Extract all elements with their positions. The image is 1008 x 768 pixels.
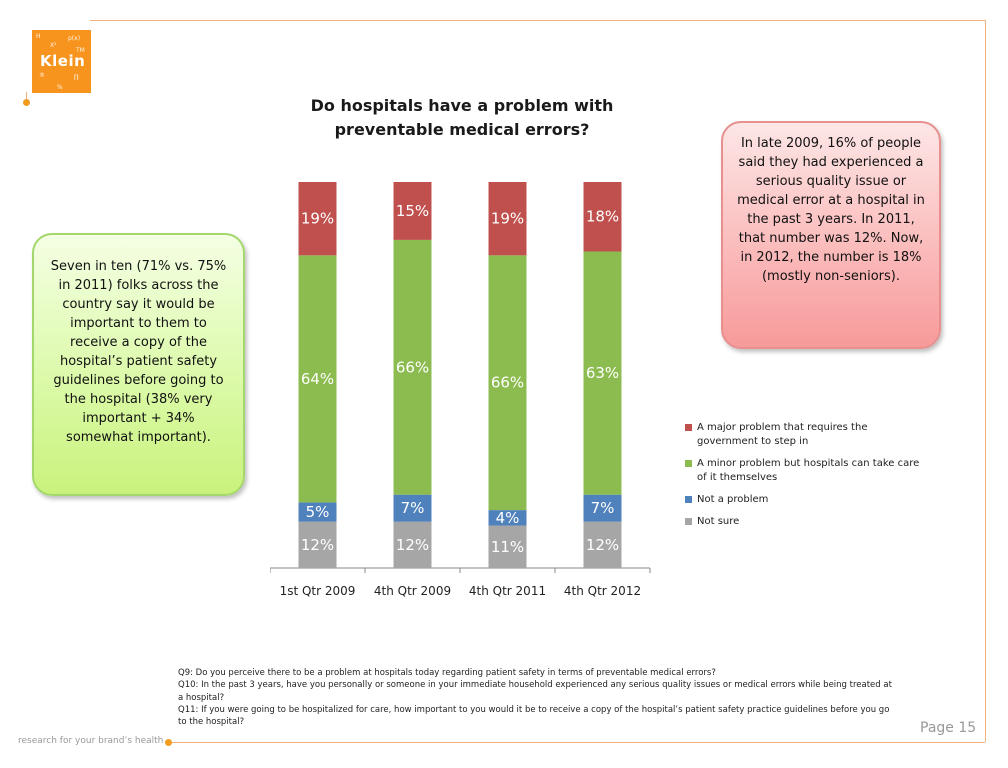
bar-value-label: 7% (591, 499, 615, 517)
frame-dot-top (23, 99, 30, 106)
bar-value-label: 18% (586, 208, 619, 226)
bar-value-label: 63% (586, 364, 619, 382)
bar-value-label: 7% (401, 499, 425, 517)
x-tick-label: 4th Qtr 2009 (374, 584, 451, 598)
frame-bottom-line (170, 742, 985, 743)
legend-swatch (685, 460, 692, 467)
bar-segment (393, 182, 432, 240)
brand-logo: H p(x) X² TM Klein ® ∏ % (32, 30, 91, 93)
legend-item: A minor problem but hospitals can take c… (685, 457, 925, 485)
frame-dot-bottom (165, 739, 172, 746)
x-tick-label: 4th Qtr 2011 (469, 584, 546, 598)
bar-segment (488, 182, 527, 256)
tagline: research for your brand’s health (18, 736, 164, 746)
legend-item: Not a problem (685, 493, 925, 507)
footnote-q10: Q10: In the past 3 years, have you perso… (178, 680, 892, 703)
bar-segment (583, 494, 622, 522)
legend-label: A major problem that requires the govern… (697, 422, 868, 447)
logo-symbol-icon: TM (76, 47, 85, 54)
bar-segment (298, 502, 337, 522)
logo-symbol-icon: X² (50, 42, 57, 49)
page-number: Page 15 (920, 720, 977, 736)
legend-label: Not sure (697, 516, 740, 527)
footnote-q9: Q9: Do you perceive there to be a proble… (178, 668, 716, 678)
bar-value-label: 66% (396, 358, 429, 376)
logo-symbol-icon: ∏ (74, 74, 79, 81)
legend-swatch (685, 424, 692, 431)
bar-segment (488, 255, 527, 511)
chart-legend: A major problem that requires the govern… (685, 421, 925, 537)
bar-value-label: 12% (586, 536, 619, 554)
bar-value-label: 19% (301, 210, 334, 228)
stacked-bar-chart: 12% 5% 64% 19% 1st Qtr 2009 12% 7% 66% 15% 4th Qt… (270, 182, 651, 598)
footnotes: Q9: Do you perceive there to be a proble… (178, 667, 898, 728)
bar-value-label: 64% (301, 370, 334, 388)
frame-right-line (985, 20, 986, 742)
x-tick-label: 1st Qtr 2009 (280, 584, 356, 598)
bar-value-label: 19% (491, 210, 524, 228)
bar-segment (583, 521, 622, 568)
logo-symbol-icon: ® (39, 72, 45, 79)
logo-symbol-icon: H (36, 33, 41, 40)
logo-wordmark: Klein (40, 52, 86, 70)
bar-value-label: 12% (301, 536, 334, 554)
bar-segment (298, 182, 337, 256)
logo-symbol-icon: % (57, 84, 63, 91)
x-tick-label: 4th Qtr 2012 (564, 584, 641, 598)
bar-value-label: 12% (396, 536, 429, 554)
bar-value-label: 4% (496, 509, 520, 527)
bar-segment (488, 510, 527, 526)
bar-segment (583, 182, 622, 252)
legend-item: A major problem that requires the govern… (685, 421, 925, 449)
bar-value-label: 11% (491, 538, 524, 556)
bar-value-label: 5% (306, 503, 330, 521)
footnote-q11: Q11: If you were going to be hospitalize… (178, 704, 890, 728)
bar-value-label: 15% (396, 202, 429, 220)
chart-title-line1: Do hospitals have a problem with (310, 96, 614, 115)
frame-left-line (26, 92, 27, 102)
bar-segment (583, 251, 622, 495)
callout-left: Seven in ten (71% vs. 75% in 2011) folks… (32, 233, 245, 496)
legend-label: A minor problem but hospitals can take c… (697, 458, 920, 483)
logo-symbol-icon: p(x) (68, 35, 81, 42)
chart-title: Do hospitals have a problem with prevent… (292, 94, 632, 142)
legend-item: Not sure (685, 515, 925, 529)
bar-segment (298, 255, 337, 503)
legend-swatch (685, 518, 692, 525)
frame-top-line (90, 20, 985, 21)
chart-title-line2: preventable medical errors? (334, 120, 590, 139)
bar-segment (393, 239, 432, 495)
bar-segment (298, 521, 337, 568)
bar-segment (393, 521, 432, 568)
bar-segment (393, 494, 432, 522)
bar-segment (488, 525, 527, 568)
legend-swatch (685, 496, 692, 503)
bar-value-label: 66% (491, 374, 524, 392)
legend-label: Not a problem (697, 494, 769, 505)
callout-right: In late 2009, 16% of people said they ha… (721, 121, 941, 349)
